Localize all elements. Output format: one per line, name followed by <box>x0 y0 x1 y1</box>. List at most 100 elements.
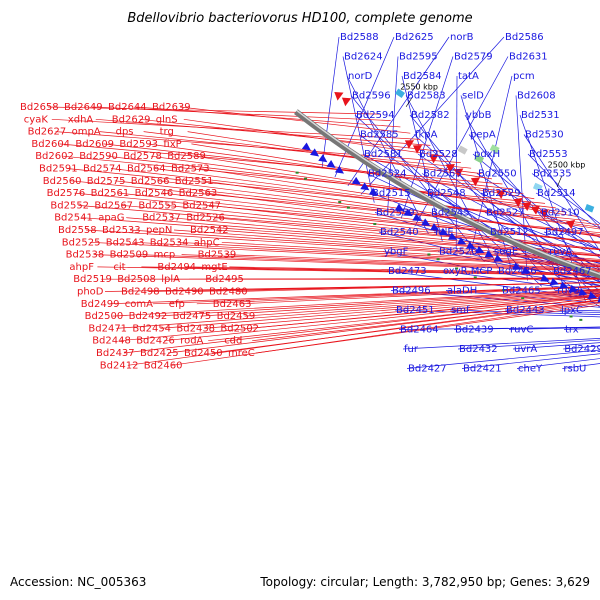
gene-label: Bd2427 <box>408 364 447 375</box>
gene-label: Bd2450 <box>184 348 223 359</box>
forward-gene-arrow <box>454 168 464 178</box>
gene-label: Bd2438 <box>176 323 215 334</box>
leader-line <box>185 266 600 275</box>
leader-line <box>120 294 600 342</box>
gene-label: Bd2471 <box>88 323 127 334</box>
gene-label: Bd2451 <box>396 305 435 316</box>
gene-label: Bd2543 <box>106 237 145 248</box>
forward-gene-arrow <box>412 145 423 154</box>
gene-feature-tracks <box>295 88 600 321</box>
leader-line <box>457 339 600 350</box>
gene-label: Bd2548 <box>427 188 466 199</box>
leader-line <box>198 168 600 230</box>
leader-line <box>47 106 381 115</box>
forward-gene-arrow <box>496 189 506 199</box>
leader-line <box>171 302 600 366</box>
gene-label: Bd2584 <box>403 71 442 82</box>
gene-label: oxyR,MCP <box>443 266 492 277</box>
leader-line <box>248 295 600 329</box>
leader-line <box>390 290 600 308</box>
leader-line <box>204 293 600 329</box>
leader-line <box>108 285 600 305</box>
leader-line <box>252 300 600 342</box>
gene-label: Bd2596 <box>352 91 391 102</box>
leader-line <box>112 288 600 317</box>
leader-line <box>208 297 600 342</box>
leader-line <box>192 281 600 292</box>
leader-line <box>160 292 600 329</box>
cog-block <box>532 182 543 192</box>
leader-line <box>103 143 514 190</box>
gene-label: Bd2412 <box>100 360 139 371</box>
gene-label: Bd2480 <box>209 287 248 298</box>
gene-label: Bd2519 <box>73 274 112 285</box>
leader-line <box>240 286 600 305</box>
leader-line <box>129 229 600 262</box>
gene-label: Bd2545 <box>431 208 470 219</box>
cog-block <box>584 204 595 213</box>
gene-label: ybgF <box>384 247 409 258</box>
gene-label: Bd2454 <box>132 323 171 334</box>
gene-label: pdxH <box>474 149 500 160</box>
leader-line <box>244 290 600 317</box>
leader-line <box>453 326 600 330</box>
cog-block <box>474 154 485 164</box>
gene-label: Bd2573 <box>171 164 210 175</box>
gene-label: Bd2595 <box>399 52 438 63</box>
gene-label: Bd2559 <box>376 208 415 219</box>
leader-line <box>236 281 600 292</box>
gene-label: Bd2608 <box>517 91 556 102</box>
gene-label: fur <box>404 344 419 355</box>
forward-gene-arrow <box>404 140 415 149</box>
gene-label: Bd2437 <box>96 348 135 359</box>
reverse-gene-arrow <box>578 288 588 296</box>
leader-line <box>402 337 600 350</box>
gene-label: lplA <box>161 274 180 285</box>
gene-label: Bd2496 <box>392 286 431 297</box>
label-leader-lines <box>47 36 600 369</box>
gene-label: cheY <box>518 364 543 375</box>
gene-label: Bd2649 <box>64 102 103 113</box>
gene-label: Bd2553 <box>529 149 568 160</box>
leader-line <box>89 241 600 268</box>
gene-label: Bd2429 <box>564 344 600 355</box>
kbp-tick-label: 2550 kbp <box>400 83 438 92</box>
gene-label: Bd2631 <box>509 52 548 63</box>
reverse-gene-arrow <box>484 250 494 258</box>
gene-label: Bd2567 <box>94 200 133 211</box>
leader-line <box>370 192 600 281</box>
gene-label: Bd2535 <box>533 169 572 180</box>
reverse-gene-arrow <box>421 218 431 226</box>
leader-line <box>141 266 600 276</box>
gene-label: Bd2540 <box>380 227 419 238</box>
forward-gene-arrow <box>565 219 576 230</box>
leader-line <box>99 131 472 169</box>
gene-label: Bd2590 <box>79 151 118 162</box>
gene-label: norB <box>450 32 474 43</box>
forward-gene-arrow <box>539 209 549 219</box>
gene-label: xdhA <box>68 114 94 125</box>
gene-label: Bd2541 <box>54 213 93 224</box>
gene-label: uvrA <box>514 344 537 355</box>
reverse-gene-arrow <box>597 294 600 303</box>
gene-label: Bd2527 <box>486 208 525 219</box>
gene-label: Bd2538 <box>66 250 105 261</box>
gene-label: Bd2602 <box>35 151 74 162</box>
reverse-gene-arrow <box>430 223 440 231</box>
gene-label: mreC <box>228 348 255 359</box>
gene-label: Bd2530 <box>525 130 564 141</box>
leader-line <box>531 173 600 225</box>
leader-line <box>59 143 503 185</box>
leader-line <box>114 180 600 235</box>
gene-label: Bd2531 <box>521 110 560 121</box>
gene-label: Bd2494 <box>157 262 196 273</box>
gene-label: Bd2473 <box>388 266 427 277</box>
gene-label: Bd2582 <box>411 110 450 121</box>
leader-line <box>148 282 600 292</box>
marker-dot <box>455 267 459 270</box>
gene-label: pepA <box>470 130 496 141</box>
gene-label: sugE <box>494 247 518 258</box>
reverse-gene-arrow <box>412 213 422 221</box>
gene-label: Bd2498 <box>121 287 160 298</box>
